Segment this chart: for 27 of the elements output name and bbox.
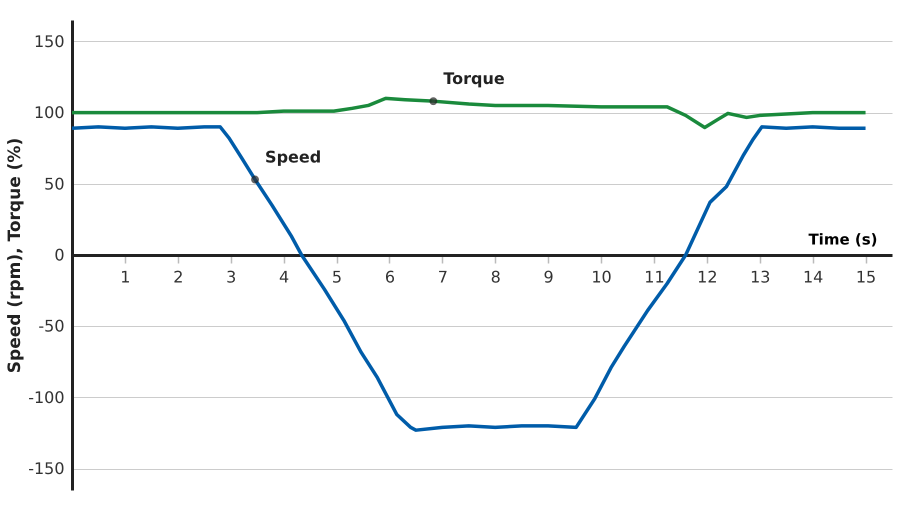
x-tick-label: 4 xyxy=(279,268,290,286)
line-series xyxy=(70,96,868,130)
x-tick-label: 13 xyxy=(750,268,770,286)
annotation: Torque xyxy=(443,69,505,88)
x-tick-label: 14 xyxy=(802,268,824,286)
x-tick-label: 15 xyxy=(856,268,876,286)
x-tick-label: 7 xyxy=(438,268,448,286)
x-tick-label: 9 xyxy=(544,268,554,286)
x-tick-label: 5 xyxy=(332,268,342,286)
x-tick-label: 10 xyxy=(591,268,612,286)
y-axis-title: Speed (rpm), Torque (%) xyxy=(5,138,26,374)
x-tick-label: 2 xyxy=(173,268,184,286)
y-tick-label: 50 xyxy=(44,174,64,194)
x-tick-label: 8 xyxy=(490,268,501,286)
x-axis-title: Time (s) xyxy=(808,230,878,248)
x-tick-label: 1 xyxy=(120,268,130,286)
y-tick-label: -50 xyxy=(38,316,64,336)
y-tick-label: -100 xyxy=(28,388,64,407)
y-tick-label: -150 xyxy=(28,459,64,478)
y-tick-label: 150 xyxy=(34,32,64,51)
x-tick-label: 11 xyxy=(644,268,665,286)
y-tick-label: 100 xyxy=(34,103,64,122)
x-tick-label: 12 xyxy=(697,268,718,286)
x-tick-label: 3 xyxy=(226,268,236,286)
annotation: Speed xyxy=(265,148,322,167)
y-tick-label: 0 xyxy=(54,246,64,264)
x-tick-label: 6 xyxy=(384,268,396,286)
